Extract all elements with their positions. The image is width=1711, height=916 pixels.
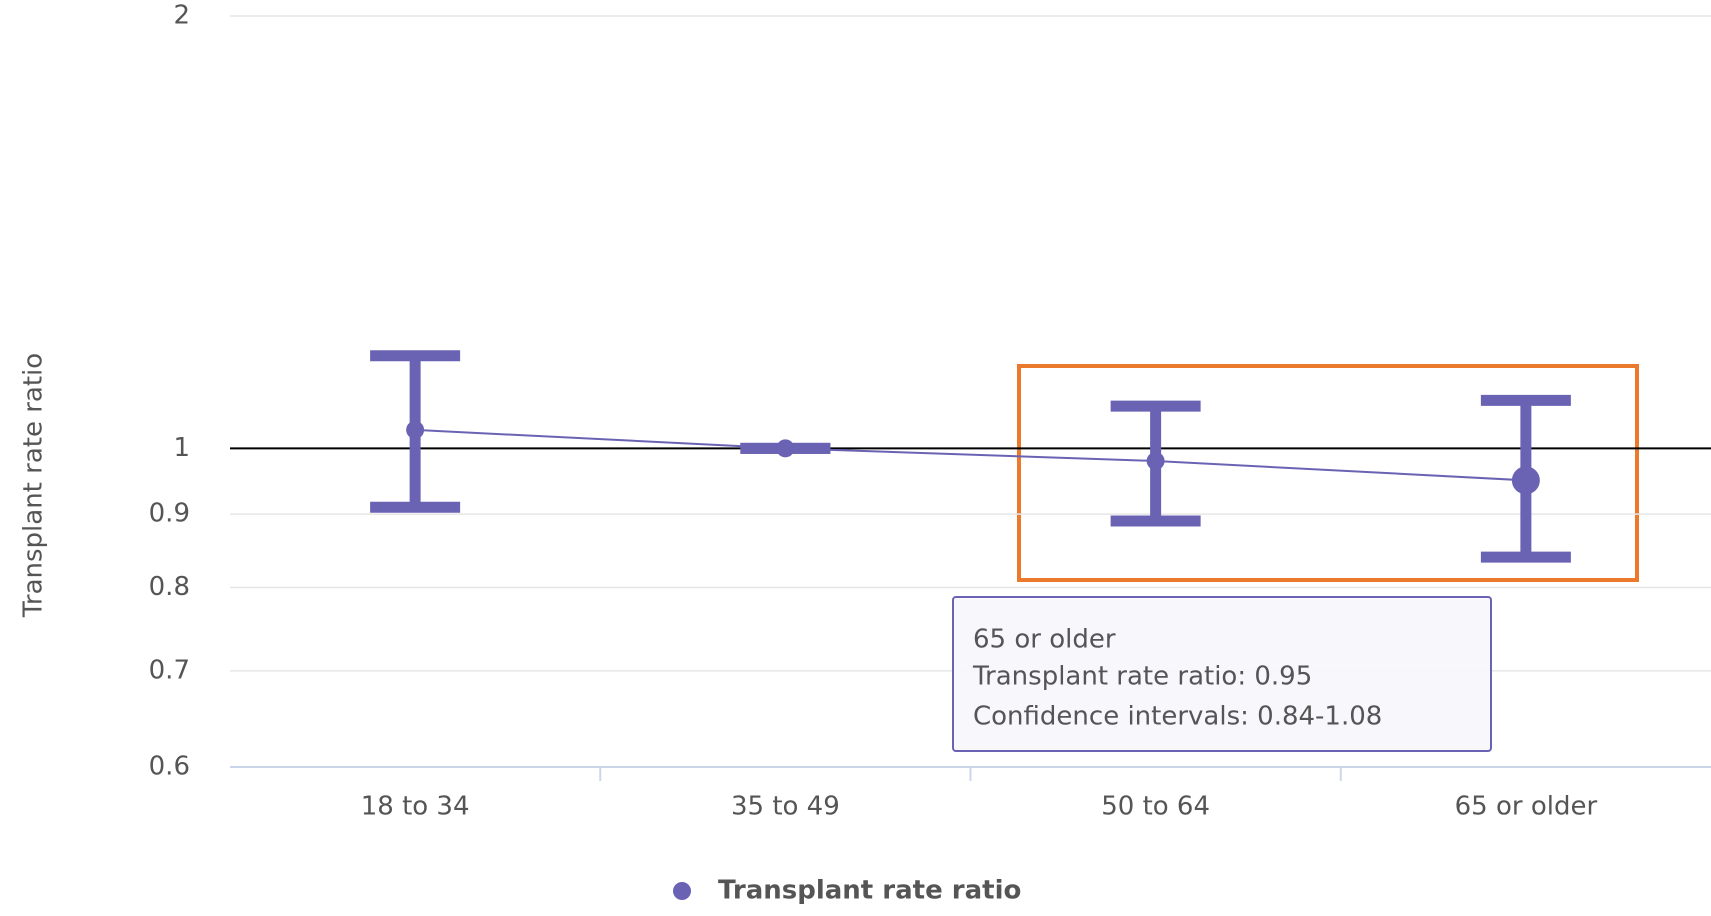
tooltip-title: 65 or older — [973, 625, 1116, 655]
y-tick-label: 2 — [173, 1, 190, 31]
x-tick-label: 35 to 49 — [731, 792, 840, 822]
highlight-box — [1017, 364, 1639, 582]
y-tick-label: 0.7 — [149, 655, 190, 685]
data-point — [1511, 466, 1540, 495]
tooltip-line: Transplant rate ratio: 0.95 — [972, 662, 1312, 692]
tooltip-box — [952, 596, 1492, 752]
y-axis-title: Transplant rate ratio — [19, 353, 49, 618]
legend: Transplant rate ratio — [673, 876, 1021, 906]
series-line — [415, 428, 1526, 482]
y-tick-label: 0.9 — [149, 499, 190, 529]
y-tick-label: 0.8 — [149, 572, 190, 602]
y-tick-label: 1 — [173, 433, 190, 463]
tooltip: 65 or older Transplant rate ratio: 0.95 Co… — [952, 596, 1492, 752]
legend-label: Transplant rate ratio — [718, 876, 1021, 906]
x-tick-label: 50 to 64 — [1101, 792, 1210, 822]
x-tick-label: 18 to 34 — [361, 792, 470, 822]
data-point — [406, 420, 425, 439]
data-point — [1146, 451, 1165, 470]
tooltip-line: Confidence intervals: 0.84-1.08 — [973, 702, 1382, 732]
x-tick-label: 65 or older — [1455, 792, 1598, 822]
legend-marker — [673, 882, 691, 900]
y-tick-label: 0.6 — [149, 752, 190, 782]
data-point — [776, 439, 795, 458]
